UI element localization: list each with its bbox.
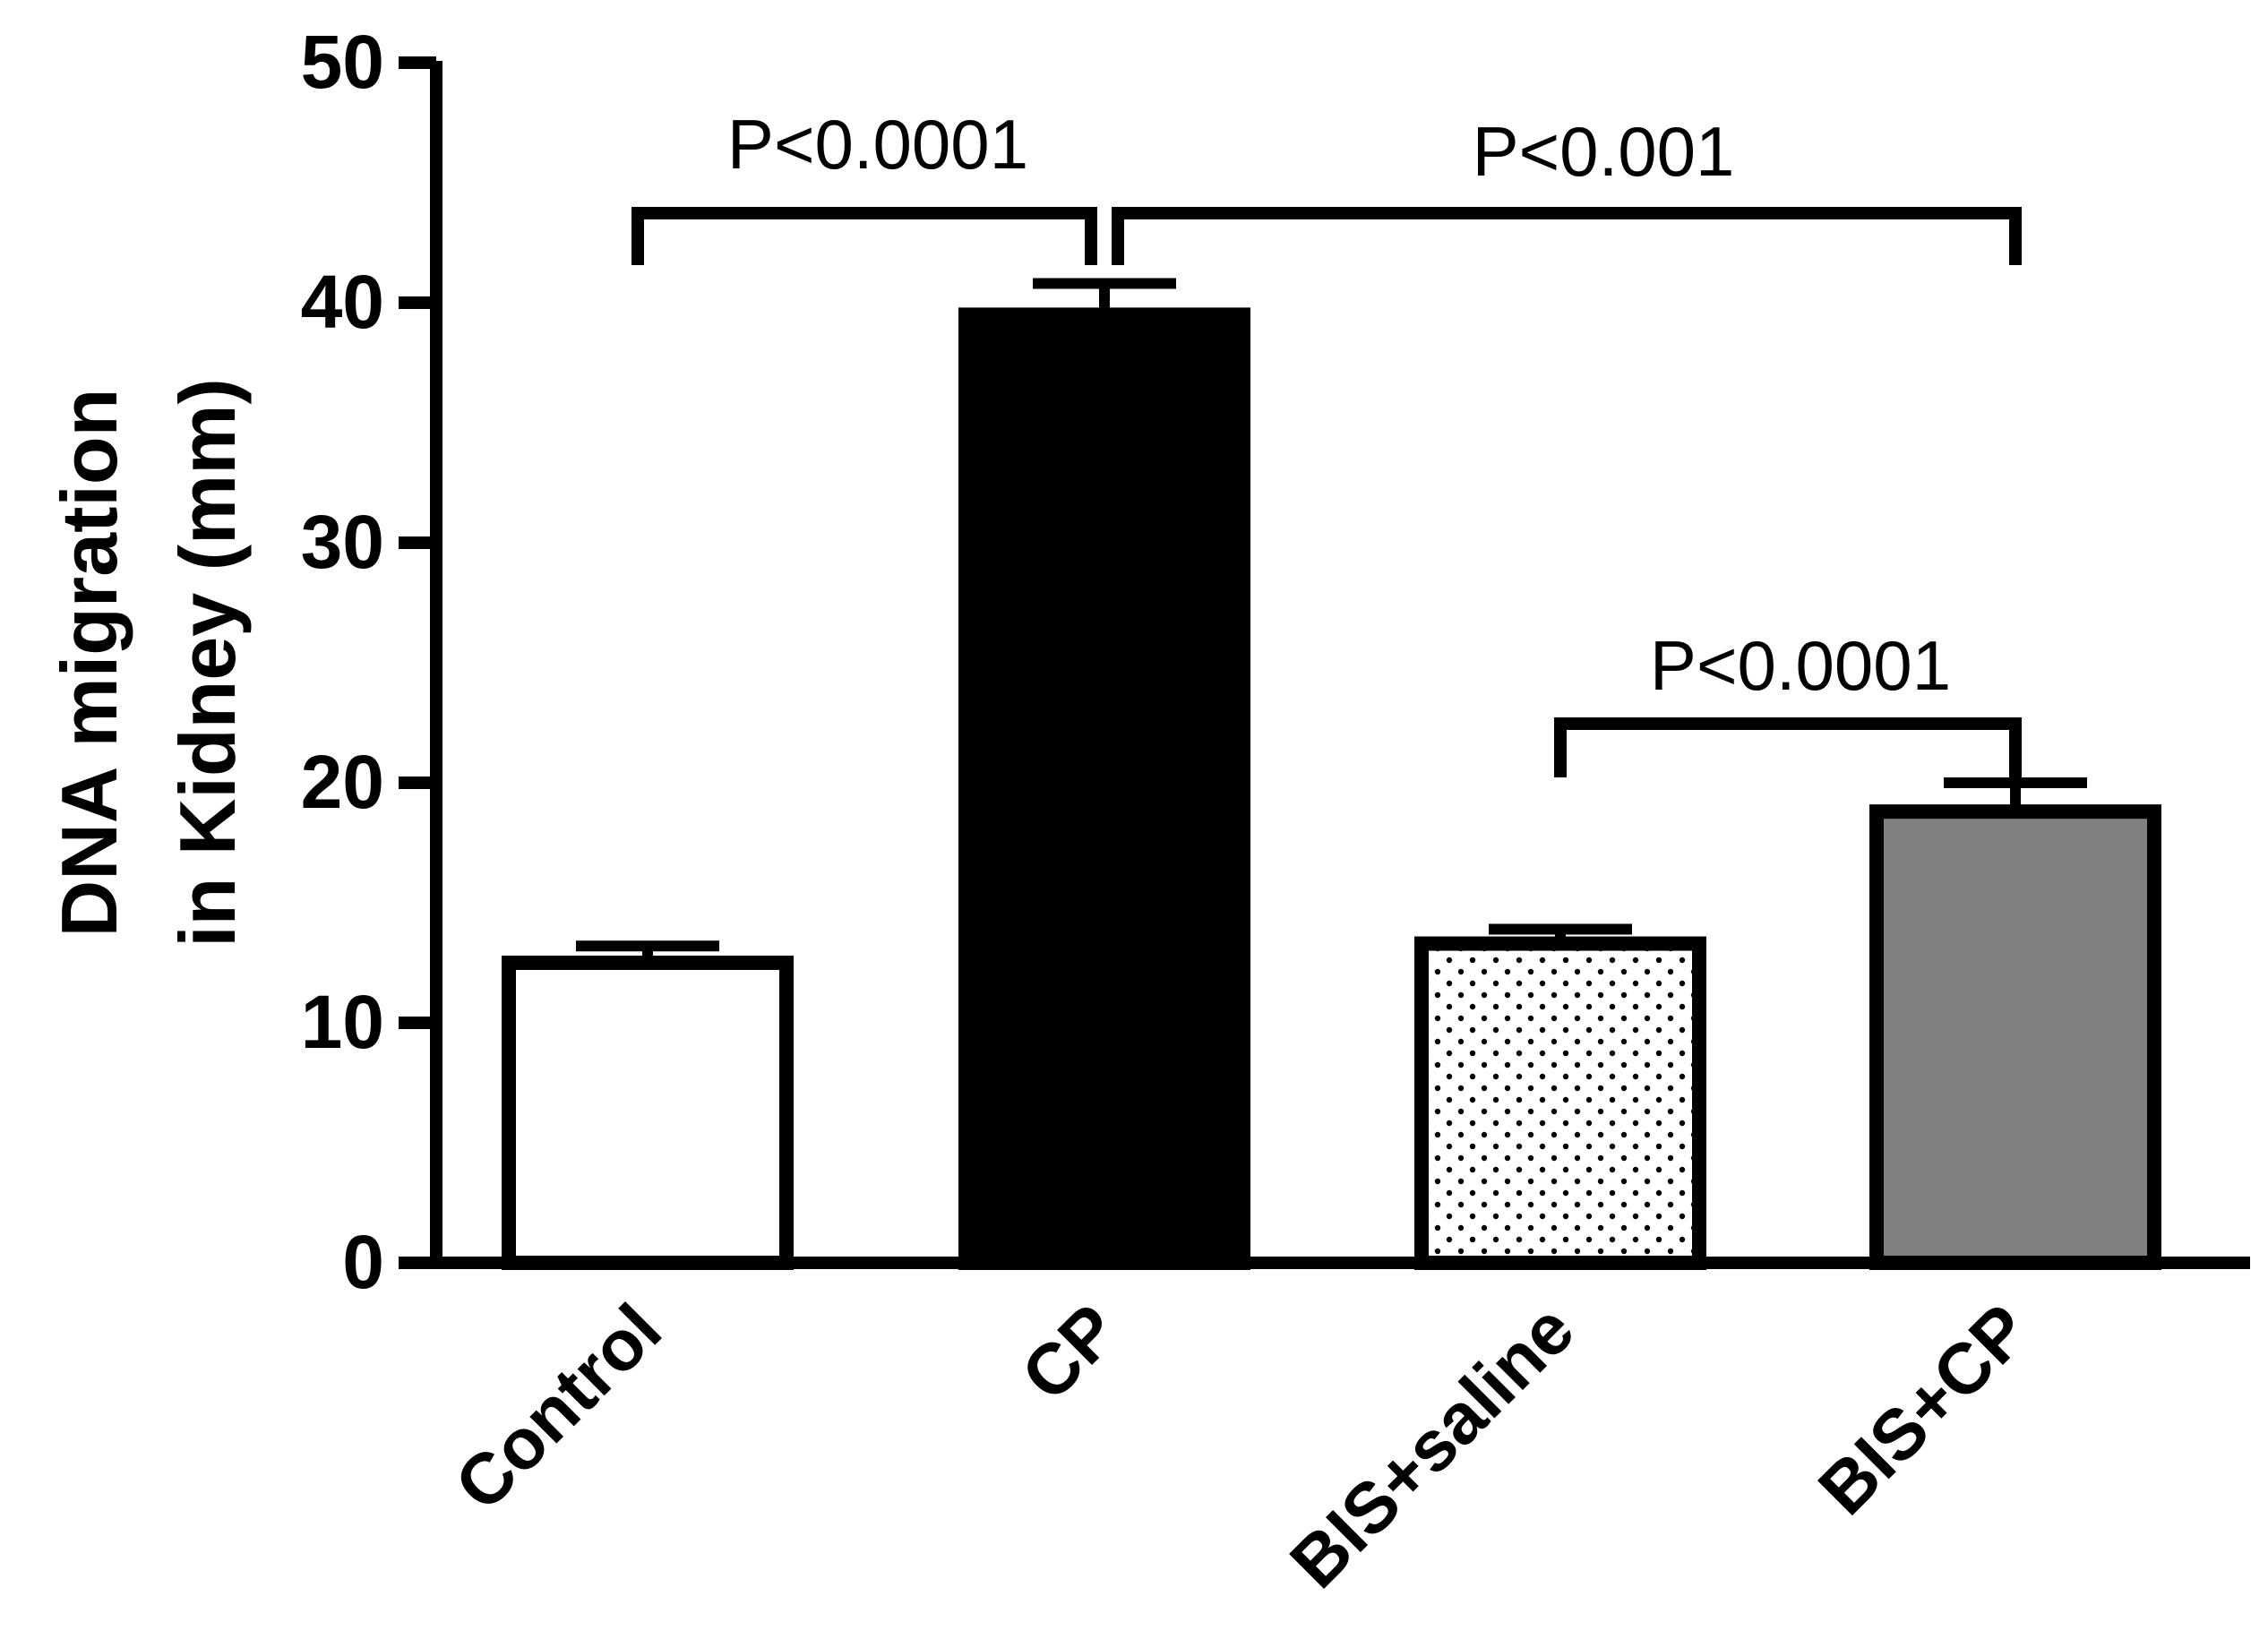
x-category-label-bis-cp: BIS+CP (1803, 1289, 2044, 1530)
bar-control (502, 956, 794, 1270)
y-tick-label-50: 50 (301, 20, 384, 104)
y-tick-label-10: 10 (301, 980, 384, 1064)
bar-cp (958, 307, 1250, 1270)
x-category-label-cp: CP (1007, 1289, 1134, 1416)
x-category-label-control: Control (440, 1289, 676, 1525)
y-axis-label-line-1: DNA migration (45, 389, 133, 938)
significance-label-2: P<0.001 (1473, 112, 1735, 191)
significance-bracket-1 (631, 207, 1097, 265)
significance-bracket-3 (1554, 717, 2022, 777)
y-tick-label-30: 30 (301, 500, 384, 584)
y-tick-label-0: 0 (342, 1220, 384, 1304)
x-category-label-bis-saline: BIS+saline (1275, 1289, 1589, 1603)
significance-bracket-2 (1112, 207, 2022, 265)
significance-label-3: P<0.0001 (1650, 626, 1951, 705)
y-axis-label-line-2: in Kidney (mm) (163, 378, 252, 948)
y-tick-label-20: 20 (301, 740, 384, 824)
significance-label-1: P<0.0001 (727, 105, 1028, 184)
bar-bis-cp (1869, 804, 2161, 1270)
bar-bis-saline (1414, 936, 1706, 1271)
y-tick-label-40: 40 (301, 260, 384, 344)
